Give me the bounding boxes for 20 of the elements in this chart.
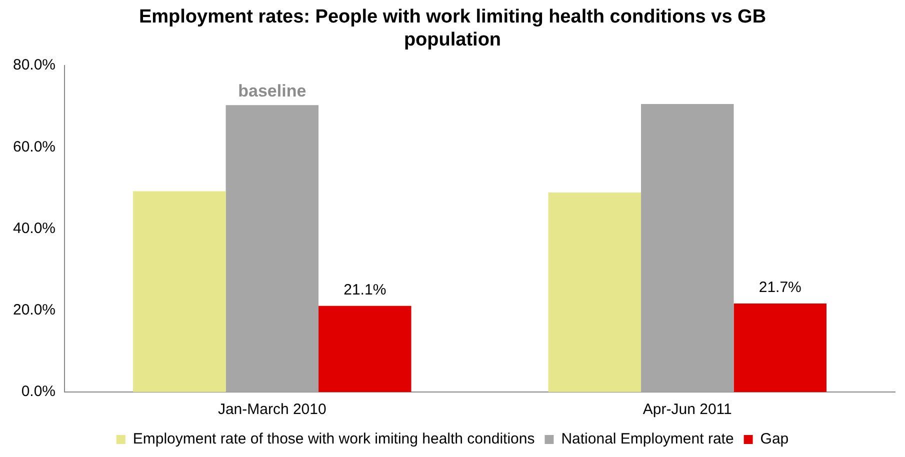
bar [641, 104, 734, 392]
x-tick-label: Jan-March 2010 [218, 401, 326, 418]
annotation: baseline [238, 81, 306, 100]
y-tick-label: 20.0% [12, 302, 56, 319]
y-tick-label: 80.0% [12, 56, 56, 74]
legend-label: Gap [760, 430, 789, 448]
x-tick-label: Apr-Jun 2011 [642, 401, 732, 418]
legend-label: Employment rate of those with work imiting health conditions [132, 430, 535, 448]
y-tick-label: 60.0% [12, 138, 56, 156]
bar [318, 306, 412, 392]
data-label: 21.7% [758, 279, 802, 296]
bar [548, 192, 642, 392]
chart-title: Employment rates: People with work limiting health conditions vs GB population [138, 6, 766, 50]
legend-label: National Employment rate [561, 430, 734, 448]
bar [734, 303, 826, 392]
bar [133, 191, 226, 392]
y-tick-label: 0.0% [21, 383, 56, 400]
data-label: 21.1% [344, 282, 386, 299]
y-tick-label: 40.0% [12, 220, 56, 237]
bar [226, 105, 319, 392]
